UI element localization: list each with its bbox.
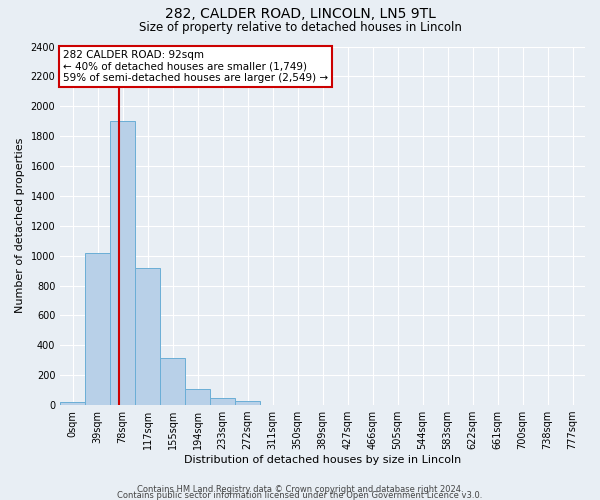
Text: Contains HM Land Registry data © Crown copyright and database right 2024.: Contains HM Land Registry data © Crown c… <box>137 484 463 494</box>
Bar <box>110 121 135 405</box>
Bar <box>135 268 160 405</box>
Text: Contains public sector information licensed under the Open Government Licence v3: Contains public sector information licen… <box>118 490 482 500</box>
Bar <box>210 398 235 405</box>
Y-axis label: Number of detached properties: Number of detached properties <box>15 138 25 314</box>
Text: Size of property relative to detached houses in Lincoln: Size of property relative to detached ho… <box>139 21 461 34</box>
X-axis label: Distribution of detached houses by size in Lincoln: Distribution of detached houses by size … <box>184 455 461 465</box>
Bar <box>85 252 110 405</box>
Bar <box>160 358 185 405</box>
Bar <box>60 402 85 405</box>
Text: 282 CALDER ROAD: 92sqm
← 40% of detached houses are smaller (1,749)
59% of semi-: 282 CALDER ROAD: 92sqm ← 40% of detached… <box>63 50 328 84</box>
Text: 282, CALDER ROAD, LINCOLN, LN5 9TL: 282, CALDER ROAD, LINCOLN, LN5 9TL <box>164 8 436 22</box>
Bar <box>185 390 210 405</box>
Bar <box>235 400 260 405</box>
